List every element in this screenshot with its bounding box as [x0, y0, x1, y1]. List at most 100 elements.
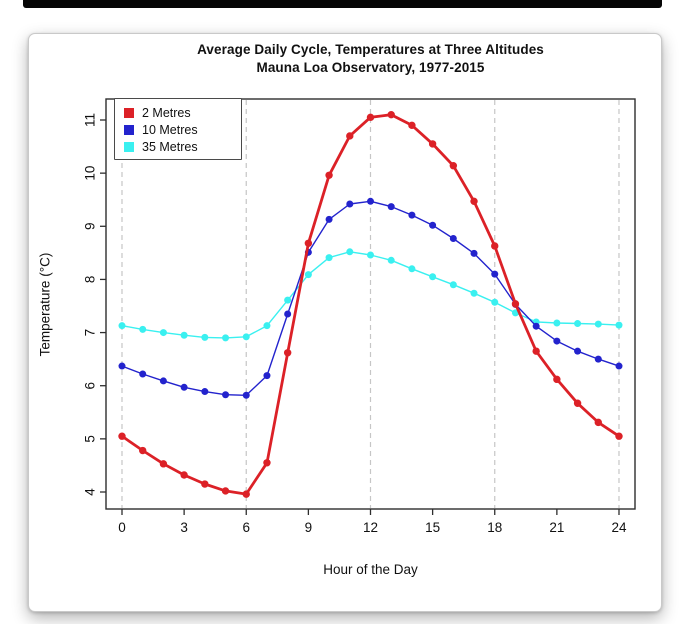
data-point-35-metres — [242, 333, 250, 341]
data-point-2-metres — [366, 113, 375, 122]
data-point-35-metres — [159, 329, 167, 337]
legend-item: 2 Metres — [124, 104, 241, 121]
legend-swatch-35-metres — [124, 141, 134, 152]
data-point-10-metres — [532, 322, 540, 330]
x-tick-label: 0 — [118, 520, 126, 535]
data-point-10-metres — [222, 391, 230, 399]
legend-swatch-2-metres — [124, 107, 134, 118]
chart-title: Average Daily Cycle, Temperatures at Thr… — [197, 42, 544, 57]
data-point-35-metres — [408, 265, 416, 273]
data-point-2-metres — [304, 239, 313, 247]
data-point-35-metres — [387, 256, 395, 264]
y-tick-label: 4 — [83, 488, 98, 496]
data-point-10-metres — [429, 221, 437, 229]
data-point-35-metres — [553, 319, 561, 327]
data-point-10-metres — [201, 388, 209, 396]
x-tick-label: 21 — [549, 520, 564, 535]
data-point-2-metres — [139, 446, 147, 455]
x-tick-label: 18 — [487, 520, 502, 535]
data-point-2-metres — [594, 418, 602, 427]
legend-label: 2 Metres — [142, 105, 191, 120]
data-point-35-metres — [429, 273, 437, 281]
legend-item: 10 Metres — [124, 121, 241, 138]
legend-label: 10 Metres — [142, 122, 198, 137]
x-tick-label: 15 — [425, 520, 440, 535]
data-point-10-metres — [159, 377, 167, 385]
data-point-35-metres — [366, 251, 374, 259]
data-point-2-metres — [470, 197, 478, 206]
line-chart: 0 3 6 9 12 15 18 21 24 4 5 6 7 8 9 10 11 — [83, 98, 636, 535]
data-point-2-metres — [387, 110, 395, 119]
data-point-2-metres — [242, 490, 250, 498]
y-tick-label: 11 — [83, 113, 98, 127]
y-tick-label: 10 — [83, 166, 98, 181]
data-point-10-metres — [118, 362, 126, 370]
data-point-35-metres — [263, 322, 271, 330]
data-point-10-metres — [574, 347, 582, 355]
data-point-10-metres — [491, 270, 499, 278]
data-point-35-metres — [346, 248, 354, 256]
window-chrome-bar — [23, 0, 662, 8]
data-point-10-metres — [284, 310, 292, 318]
x-tick-label: 9 — [305, 520, 313, 535]
data-point-2-metres — [532, 347, 540, 355]
data-point-35-metres — [201, 333, 209, 341]
data-point-10-metres — [387, 203, 395, 211]
data-point-10-metres — [263, 372, 271, 380]
data-point-10-metres — [325, 215, 333, 223]
data-point-35-metres — [615, 321, 623, 329]
y-tick-label: 8 — [83, 276, 98, 284]
data-point-10-metres — [366, 197, 374, 205]
x-tick-label: 3 — [180, 520, 188, 535]
data-point-35-metres — [491, 298, 499, 306]
data-point-2-metres — [553, 375, 561, 384]
data-point-10-metres — [553, 337, 561, 345]
data-point-35-metres — [284, 296, 292, 304]
y-tick-label: 9 — [83, 223, 98, 231]
y-tick-label: 6 — [83, 382, 98, 390]
legend-swatch-10-metres — [124, 124, 134, 135]
data-point-2-metres — [491, 242, 499, 250]
data-point-2-metres — [325, 171, 333, 179]
data-point-2-metres — [180, 471, 188, 479]
data-point-10-metres — [470, 249, 478, 257]
data-point-2-metres — [615, 432, 623, 440]
x-tick-label: 12 — [363, 520, 378, 535]
data-point-10-metres — [139, 370, 147, 378]
data-point-35-metres — [180, 331, 188, 339]
chart-subtitle: Mauna Loa Observatory, 1977-2015 — [256, 60, 485, 75]
plot-card: Average Daily Cycle, Temperatures at Thr… — [28, 33, 662, 612]
data-point-10-metres — [180, 383, 188, 391]
legend-label: 35 Metres — [142, 139, 198, 154]
y-tick-label: 5 — [83, 435, 98, 443]
data-point-35-metres — [304, 271, 312, 279]
data-point-35-metres — [470, 289, 478, 297]
y-tick-label: 7 — [83, 329, 98, 337]
x-tick-label: 24 — [611, 520, 627, 535]
data-point-2-metres — [573, 399, 582, 407]
plot-box — [105, 98, 636, 510]
data-point-2-metres — [159, 460, 168, 468]
data-point-2-metres — [408, 121, 416, 130]
data-point-2-metres — [221, 487, 230, 495]
x-axis-label: Hour of the Day — [323, 562, 418, 577]
data-point-35-metres — [449, 281, 457, 289]
data-point-10-metres — [594, 355, 602, 363]
data-point-2-metres — [428, 140, 437, 148]
data-point-2-metres — [201, 480, 209, 488]
data-point-2-metres — [263, 459, 271, 467]
data-point-35-metres — [594, 320, 602, 328]
data-point-10-metres — [346, 200, 354, 208]
data-point-10-metres — [242, 391, 250, 399]
data-point-2-metres — [118, 432, 126, 440]
data-point-35-metres — [118, 322, 126, 330]
legend: 2 Metres 10 Metres 35 Metres — [114, 98, 242, 160]
data-point-10-metres — [449, 235, 457, 243]
data-point-2-metres — [346, 132, 354, 140]
data-point-35-metres — [222, 334, 230, 342]
data-point-10-metres — [615, 362, 623, 370]
data-point-2-metres — [283, 349, 292, 357]
data-point-10-metres — [408, 211, 416, 219]
data-point-2-metres — [511, 300, 520, 308]
